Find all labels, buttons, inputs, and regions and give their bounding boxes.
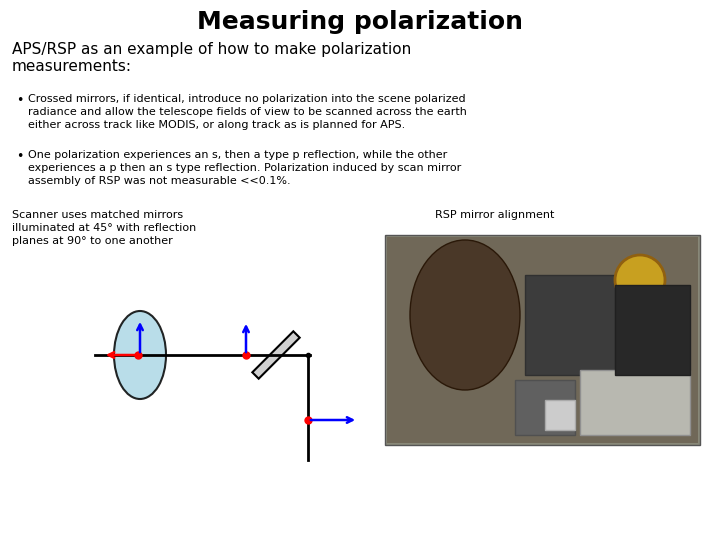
- Text: RSP mirror alignment: RSP mirror alignment: [435, 210, 554, 220]
- Bar: [545, 400, 575, 430]
- Text: APS/RSP as an example of how to make polarization
measurements:: APS/RSP as an example of how to make pol…: [12, 42, 411, 75]
- Bar: [385, 235, 700, 445]
- Text: One polarization experiences an s, then a type p reflection, while the other
exp: One polarization experiences an s, then …: [28, 150, 462, 186]
- Bar: [387, 237, 698, 443]
- Polygon shape: [252, 332, 300, 379]
- Text: Crossed mirrors, if identical, introduce no polarization into the scene polarize: Crossed mirrors, if identical, introduce…: [28, 94, 467, 130]
- Bar: [515, 380, 575, 435]
- Bar: [580, 370, 690, 435]
- Text: Scanner uses matched mirrors
illuminated at 45° with reflection
planes at 90° to: Scanner uses matched mirrors illuminated…: [12, 210, 197, 246]
- Bar: [615, 285, 690, 375]
- Text: •: •: [16, 150, 23, 163]
- Ellipse shape: [615, 255, 665, 305]
- Text: •: •: [16, 94, 23, 107]
- Text: Measuring polarization: Measuring polarization: [197, 10, 523, 34]
- Bar: [525, 275, 615, 375]
- Ellipse shape: [410, 240, 520, 390]
- Ellipse shape: [114, 311, 166, 399]
